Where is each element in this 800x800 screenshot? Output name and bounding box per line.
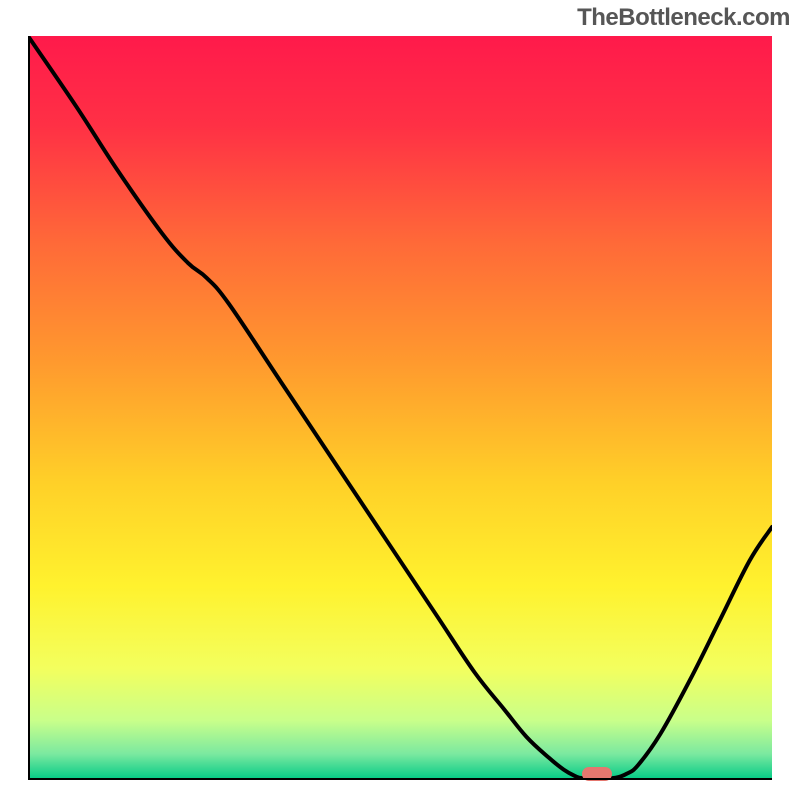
plot-area	[28, 36, 772, 780]
background-gradient	[28, 36, 772, 780]
minimum-marker	[582, 767, 612, 781]
watermark-text: TheBottleneck.com	[577, 4, 790, 32]
